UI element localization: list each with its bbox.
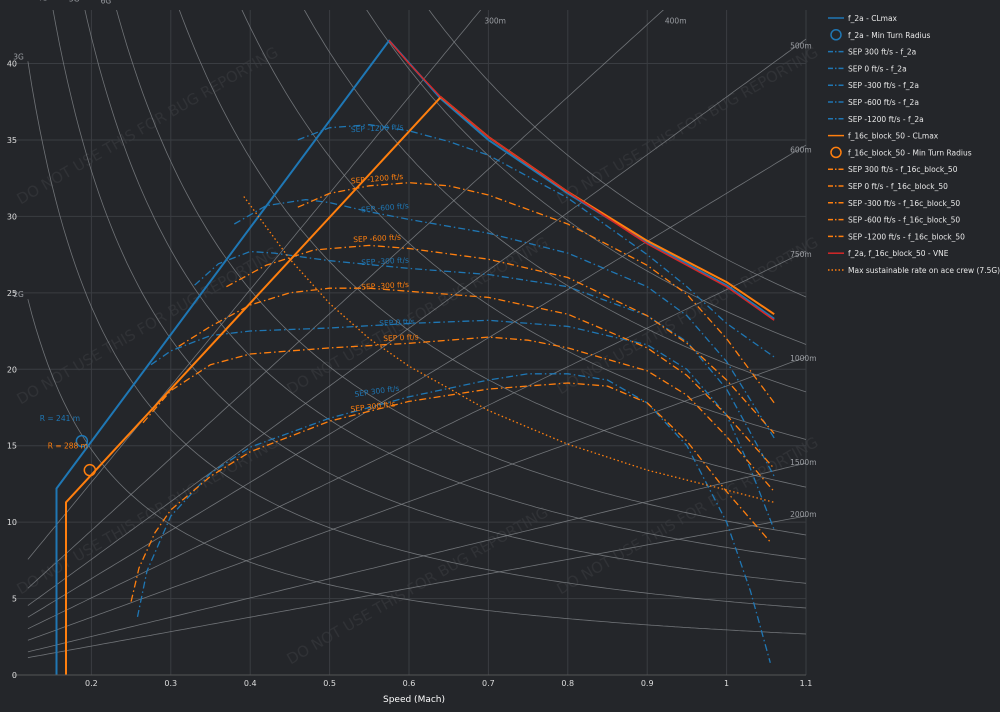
x-tick-label: 1.1 (800, 679, 813, 688)
radius-line-label: 600m (790, 146, 812, 155)
x-axis-label: Speed (Mach) (383, 695, 445, 705)
series-line (388, 40, 775, 321)
y-tick-label: 15 (7, 442, 17, 451)
axes: 0.2 0.3 0.4 0.5 0.6 0.7 0.8 0.9 1 1.1 0 5 10 15 20 25 30… (7, 60, 813, 688)
legend-label: SEP -1200 ft/s - f_2a (848, 115, 924, 124)
sep-label: SEP 0 ft/s (383, 332, 419, 343)
radius-line-label: 2000m (790, 510, 816, 519)
radius-line-label: 500m (790, 42, 812, 51)
sep-label: SEP -600 ft/s (353, 233, 401, 244)
legend: f_2a - CLmax f_2a - Min Turn Radius SEP 30… (828, 14, 1000, 275)
radius-line-label: 1500m (790, 458, 816, 467)
g-line (303, 10, 807, 393)
legend-marker (830, 29, 842, 41)
legend-label: f_2a - Min Turn Radius (848, 31, 930, 40)
reference-curve-labels: 2G3G4G5G6G8G10G12G14G16G300m400m500m600m… (13, 0, 816, 519)
x-tick-label: 1 (724, 679, 729, 688)
g-line-label: 4G (37, 0, 48, 3)
x-tick-label: 0.4 (244, 679, 257, 688)
g-line-label: 2G (13, 290, 24, 299)
y-tick-label: 30 (7, 212, 17, 221)
legend-label: SEP 300 ft/s - f_16c_block_50 (848, 165, 958, 174)
series-line (297, 182, 775, 404)
y-tick-label: 40 (7, 60, 17, 69)
g-line (84, 10, 807, 560)
radius-line (27, 38, 807, 606)
series-line (55, 39, 775, 675)
min-turn-radius-marker (83, 463, 97, 477)
legend-label: f_16c_block_50 - CLmax (848, 132, 939, 141)
legend-label: SEP 0 ft/s - f_2a (848, 64, 907, 73)
x-tick-label: 0.5 (323, 679, 336, 688)
g-line (428, 10, 807, 298)
g-line (116, 10, 807, 536)
sep-label: SEP 0 ft/s (379, 317, 415, 328)
radius-line-label: 750m (790, 250, 812, 259)
g-line (366, 10, 807, 345)
radius-line-label: 400m (665, 17, 687, 26)
y-tick-label: 20 (7, 365, 17, 374)
series-line (226, 244, 775, 434)
min-radius-label: R = 288 m (48, 442, 88, 451)
g-line-label: 10G (219, 0, 235, 2)
legend-label: f_2a - CLmax (848, 14, 898, 23)
x-tick-label: 0.2 (85, 679, 98, 688)
radius-line (27, 515, 807, 659)
radius-line (27, 250, 807, 630)
sep-label: SEP -300 ft/s (361, 256, 409, 267)
legend-label: SEP -600 ft/s - f_16c_block_50 (848, 216, 960, 225)
radius-line (27, 462, 807, 653)
g-line (27, 61, 807, 609)
legend-label: SEP 0 ft/s - f_16c_block_50 (848, 182, 948, 191)
g-line (241, 10, 807, 440)
g-line (178, 10, 807, 488)
sep-label: SEP -1200 ft/s (351, 122, 404, 134)
x-tick-label: 0.8 (561, 679, 574, 688)
y-tick-label: 35 (7, 136, 17, 145)
series-line (233, 198, 775, 439)
g-line-label: 5G (69, 0, 80, 4)
series-line (297, 124, 775, 358)
radius-line-label: 1000m (790, 354, 816, 363)
legend-label: SEP -600 ft/s - f_2a (848, 98, 919, 107)
y-tick-label: 5 (12, 595, 17, 604)
legend-marker (830, 146, 842, 159)
g-line-label: 3G (13, 52, 24, 61)
radius-line (27, 356, 807, 641)
radius-line (27, 10, 664, 589)
min-radius-label: R = 241 m (40, 414, 80, 423)
series-line (130, 382, 771, 602)
x-tick-label: 0.6 (403, 679, 416, 688)
legend-label: SEP -300 ft/s - f_2a (848, 81, 919, 90)
x-tick-label: 0.7 (482, 679, 495, 688)
radius-line (27, 144, 807, 618)
legend-label: SEP -300 ft/s - f_16c_block_50 (848, 199, 960, 208)
radius-line-label: 300m (484, 17, 506, 26)
series-line (142, 336, 775, 493)
series-line (136, 373, 771, 663)
legend-label: SEP 300 ft/s - f_2a (848, 48, 916, 57)
series-group (55, 39, 775, 675)
g-line-label: 6G (101, 0, 112, 5)
y-tick-label: 10 (7, 518, 17, 527)
x-tick-label: 0.3 (164, 679, 177, 688)
min-turn-radius-marker (75, 434, 89, 448)
sep-label: SEP -600 ft/s (361, 201, 409, 214)
sep-label: SEP -300 ft/s (361, 280, 409, 291)
series-line (243, 196, 775, 503)
legend-label: f_2a, f_16c_block_50 - VNE (848, 249, 949, 258)
legend-label: f_16c_block_50 - Min Turn Radius (848, 148, 972, 157)
x-tick-label: 0.9 (641, 679, 654, 688)
legend-label: SEP -1200 ft/s - f_16c_block_50 (848, 232, 965, 241)
series-line (178, 287, 775, 470)
g-line (27, 299, 807, 635)
y-tick-label: 25 (7, 289, 17, 298)
legend-label: Max sustainable rate on ace crew (7.5G) (848, 266, 1000, 275)
y-tick-label: 0 (12, 671, 17, 680)
